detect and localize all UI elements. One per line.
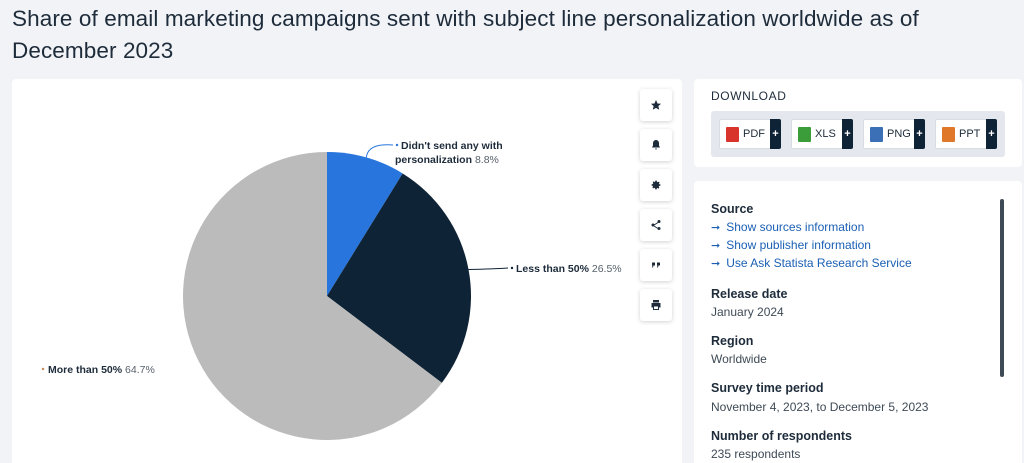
favorite-button[interactable] — [640, 89, 672, 121]
arrow-right-icon: ➞ — [711, 221, 721, 234]
release-date-value: January 2024 — [711, 305, 784, 319]
plus-icon: + — [770, 118, 781, 149]
xls-file-icon — [798, 126, 811, 142]
cite-button[interactable] — [640, 249, 672, 281]
respondents-heading: Number of respondents — [711, 429, 852, 443]
print-icon — [651, 300, 661, 310]
plus-icon: + — [842, 118, 853, 149]
region-heading: Region — [711, 334, 754, 348]
gear-icon — [651, 180, 661, 190]
arrow-right-icon: ➞ — [711, 257, 721, 270]
notification-button[interactable] — [640, 129, 672, 161]
leader-line-1 — [468, 267, 509, 270]
show-publisher-label: Show publisher information — [726, 238, 871, 252]
download-title: DOWNLOAD — [711, 89, 787, 103]
source-heading: Source — [711, 202, 754, 216]
label-dot-2 — [41, 367, 45, 371]
settings-button[interactable] — [640, 169, 672, 201]
quote-icon — [652, 262, 660, 268]
pdf-file-icon — [726, 126, 739, 142]
download-xls-button[interactable]: XLS + — [791, 118, 853, 149]
leader-line-0 — [365, 144, 394, 158]
download-png-button[interactable]: PNG + — [863, 118, 925, 149]
page-title: Share of email marketing campaigns sent … — [12, 6, 919, 63]
pie-chart: Didn't send any with personalization 8.8%… — [41, 140, 622, 440]
show-publisher-link[interactable]: ➞ Show publisher information — [711, 238, 871, 252]
respondents-value: 235 respondents — [711, 447, 801, 461]
survey-period-value: November 4, 2023, to December 5, 2023 — [711, 400, 929, 414]
slice-label-2: More than 50% 64.7% — [48, 364, 155, 376]
show-sources-label: Show sources information — [726, 220, 865, 234]
png-file-icon — [870, 126, 883, 142]
chart-card: Didn't send any with personalization 8.8%… — [12, 79, 682, 463]
slice-label-1: Less than 50% 26.5% — [516, 263, 622, 275]
info-panel: Source ➞ Show sources information ➞ Show… — [694, 181, 1022, 463]
print-button[interactable] — [640, 289, 672, 321]
show-sources-link[interactable]: ➞ Show sources information — [711, 220, 864, 234]
pie-slice-2[interactable] — [182, 152, 442, 440]
bell-icon — [652, 140, 660, 150]
pie-slice-0[interactable] — [327, 152, 403, 296]
ppt-file-icon — [942, 126, 955, 142]
region-value: Worldwide — [711, 352, 767, 366]
download-xls-label: XLS — [815, 128, 836, 140]
download-pdf-button[interactable]: PDF + — [719, 118, 781, 149]
plus-icon: + — [914, 118, 925, 149]
star-icon — [651, 100, 661, 110]
share-icon — [651, 220, 661, 230]
download-buttons: PDF + XLS + PNG + PPT + — [711, 111, 1005, 157]
arrow-right-icon: ➞ — [711, 239, 721, 252]
label-dot-0 — [395, 143, 399, 147]
pie-slice-1[interactable] — [327, 173, 471, 383]
share-button[interactable] — [640, 209, 672, 241]
download-ppt-button[interactable]: PPT + — [935, 118, 997, 149]
plus-icon: + — [986, 118, 997, 149]
label-dot-1 — [510, 266, 514, 270]
download-panel: DOWNLOAD PDF + XLS + PNG + PPT + — [694, 79, 1022, 167]
ask-statista-label: Use Ask Statista Research Service — [726, 256, 912, 270]
survey-period-heading: Survey time period — [711, 381, 824, 395]
ask-statista-link[interactable]: ➞ Use Ask Statista Research Service — [711, 256, 912, 270]
download-ppt-label: PPT — [959, 128, 981, 140]
download-png-label: PNG — [887, 128, 911, 140]
download-pdf-label: PDF — [743, 128, 765, 140]
info-scrollbar[interactable] — [1000, 199, 1004, 377]
release-date-heading: Release date — [711, 287, 788, 301]
slice-label-0: Didn't send any with personalization 8.8% — [395, 140, 503, 166]
